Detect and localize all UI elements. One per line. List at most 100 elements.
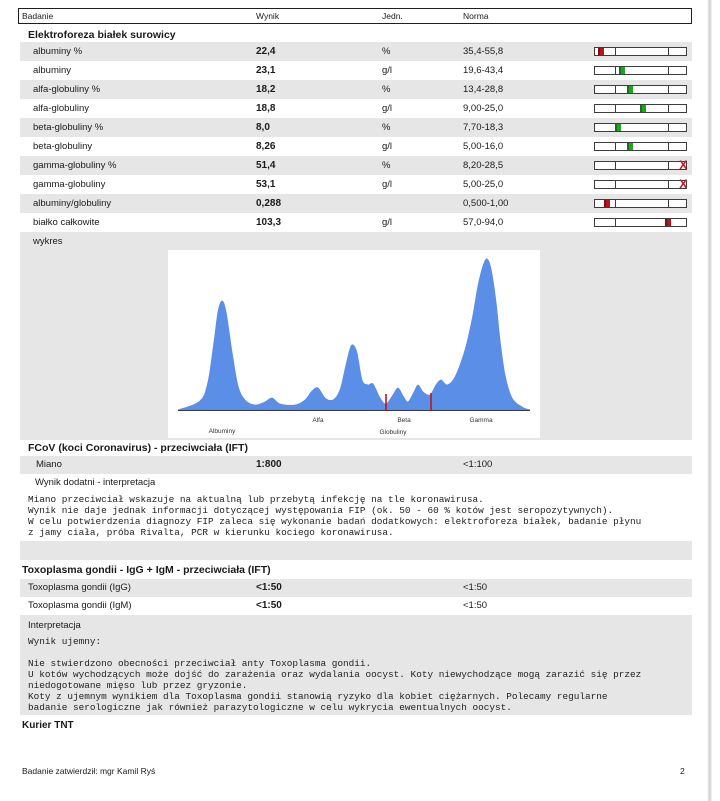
result-name: białko całkowite — [33, 217, 100, 228]
result-norm: 9,00-25,0 — [463, 103, 504, 114]
toxo-interpretation-line: Nie stwierdzono obecności przeciwciał an… — [28, 658, 372, 669]
range-bar — [594, 104, 687, 113]
range-bar — [594, 123, 687, 132]
range-bar: X — [594, 158, 687, 172]
result-row: gamma-globuliny % 51,4% 8,20-28,5 X — [20, 156, 692, 175]
toxo-name: Toxoplasma gondii (IgM) — [28, 600, 132, 611]
result-row: białko całkowite 103,3 g/l 57,0-94,0 — [20, 213, 692, 232]
toxo-result-row: Toxoplasma gondii (IgM) <1:50 <1:50 — [20, 597, 692, 615]
result-norm: 57,0-94,0 — [463, 217, 504, 228]
range-divider — [668, 86, 669, 93]
toxo-interpretation-block: Interpretacja Wynik ujemny: Nie stwierdz… — [20, 615, 692, 715]
range-marker — [603, 200, 610, 207]
fcov-interpretation-line: W celu potwierdzenia diagnozy FIP zaleca… — [28, 516, 642, 527]
result-norm: 8,20-28,5 — [463, 160, 504, 171]
fcov-name: Miano — [36, 459, 62, 470]
fcov-norm: <1:100 — [463, 459, 493, 470]
range-bar — [594, 47, 687, 56]
toxo-interpretation-text: Wynik ujemny: Nie stwierdzono obecności … — [28, 636, 641, 713]
range-divider — [615, 86, 616, 93]
fcov-result-row: Miano 1:800 <1:100 — [20, 456, 692, 474]
fraction-label-beta: Beta — [397, 417, 411, 424]
range-divider — [668, 124, 669, 131]
range-divider — [615, 162, 616, 169]
out-of-range-marker: X — [679, 177, 688, 191]
range-divider — [668, 181, 669, 188]
range-divider — [615, 200, 616, 207]
fcov-value: 1:800 — [256, 459, 282, 470]
result-name: alfa-globuliny % — [33, 84, 101, 95]
result-norm: 0,500-1,00 — [463, 198, 509, 209]
result-norm: 13,4-28,8 — [463, 84, 504, 95]
result-name: albuminy — [33, 65, 72, 76]
result-name: alfa-globuliny — [33, 103, 89, 114]
fraction-label-gamma: Gamma — [469, 417, 493, 424]
result-unit: % — [382, 122, 391, 133]
range-divider — [668, 67, 669, 74]
fcov-interpretation-line: Miano przeciwciał wskazuje na aktualną l… — [28, 494, 484, 505]
toxo-interpretation-line: badanie serologiczne jak również parazyt… — [28, 702, 512, 713]
page-edge-shadow — [707, 0, 712, 801]
electrophoresis-curve — [177, 258, 531, 411]
result-name: beta-globuliny % — [33, 122, 104, 133]
result-row: gamma-globuliny 53,1 g/l 5,00-25,0 X — [20, 175, 692, 194]
result-value: 8,0 — [256, 122, 270, 133]
result-name: albuminy/globuliny — [33, 198, 112, 209]
range-divider — [615, 67, 616, 74]
result-value: 51,4 — [256, 160, 276, 171]
result-unit: g/l — [382, 179, 393, 190]
header-unit: Jedn. — [382, 11, 403, 21]
result-unit: % — [382, 46, 391, 57]
range-divider — [615, 143, 616, 150]
result-value: 8,26 — [256, 141, 276, 152]
out-of-range-marker: X — [679, 158, 688, 172]
result-value: 103,3 — [256, 217, 282, 228]
range-bar — [594, 142, 687, 151]
result-unit: g/l — [382, 65, 393, 76]
toxo-interpretation-line: niedogotowane mięso lub przez gryzonie. — [28, 680, 248, 691]
range-marker — [614, 124, 621, 131]
header-result: Wynik — [256, 11, 280, 21]
result-row: albuminy 23,1 g/l 19,6-43,4 — [20, 61, 692, 80]
fcov-title: FCoV (koci Coronavirus) - przeciwciała (… — [28, 442, 248, 454]
range-divider — [668, 48, 669, 55]
result-name: gamma-globuliny — [33, 179, 106, 190]
fcov-interpretation-line: z jamy ciała, próba Rivalta, PCR w kieru… — [28, 527, 394, 538]
result-norm: 5,00-25,0 — [463, 179, 504, 190]
result-row: albuminy/globuliny 0,288 0,500-1,00 — [20, 194, 692, 213]
result-value: 0,288 — [256, 198, 282, 209]
result-value: 18,8 — [256, 103, 276, 114]
fraction-label-globuliny: Globuliny — [379, 429, 407, 436]
result-norm: 7,70-18,3 — [463, 122, 504, 133]
range-divider — [615, 181, 616, 188]
range-divider — [668, 105, 669, 112]
electrophoresis-title: Elektroforeza białek surowicy — [28, 29, 176, 41]
toxo-name: Toxoplasma gondii (IgG) — [28, 582, 131, 593]
result-unit: g/l — [382, 103, 393, 114]
toxo-title: Toxoplasma gondii - IgG + IgM - przeciwc… — [22, 564, 271, 576]
result-name: beta-globuliny — [33, 141, 93, 152]
result-unit: g/l — [382, 141, 393, 152]
result-value: 22,4 — [256, 46, 276, 57]
result-row: alfa-globuliny % 18,2% 13,4-28,8 — [20, 80, 692, 99]
header-test: Badanie — [22, 11, 54, 21]
range-divider — [668, 162, 669, 169]
result-name: gamma-globuliny % — [33, 160, 117, 171]
range-bar — [594, 199, 687, 208]
range-marker — [598, 48, 605, 55]
approved-by: Badanie zatwierdził: mgr Kamil Ryś — [22, 766, 156, 776]
toxo-interpretation-line: U kotów wychodzących może dojść do zaraż… — [28, 669, 642, 680]
range-marker — [619, 67, 626, 74]
range-divider — [615, 105, 616, 112]
range-bar — [594, 66, 687, 75]
result-row: beta-globuliny % 8,0% 7,70-18,3 — [20, 118, 692, 137]
fraction-label-albuminy: Albuminy — [209, 428, 236, 435]
range-divider — [615, 48, 616, 55]
toxo-norm: <1:50 — [463, 600, 488, 611]
header-norm: Norma — [463, 11, 489, 21]
range-marker — [627, 86, 634, 93]
result-norm: 35,4-55,8 — [463, 46, 504, 57]
range-bar — [594, 218, 687, 227]
result-row: alfa-globuliny 18,8 g/l 9,00-25,0 — [20, 99, 692, 118]
electrophoresis-chart: Albuminy Alfa Beta Globuliny Gamma — [168, 250, 540, 438]
